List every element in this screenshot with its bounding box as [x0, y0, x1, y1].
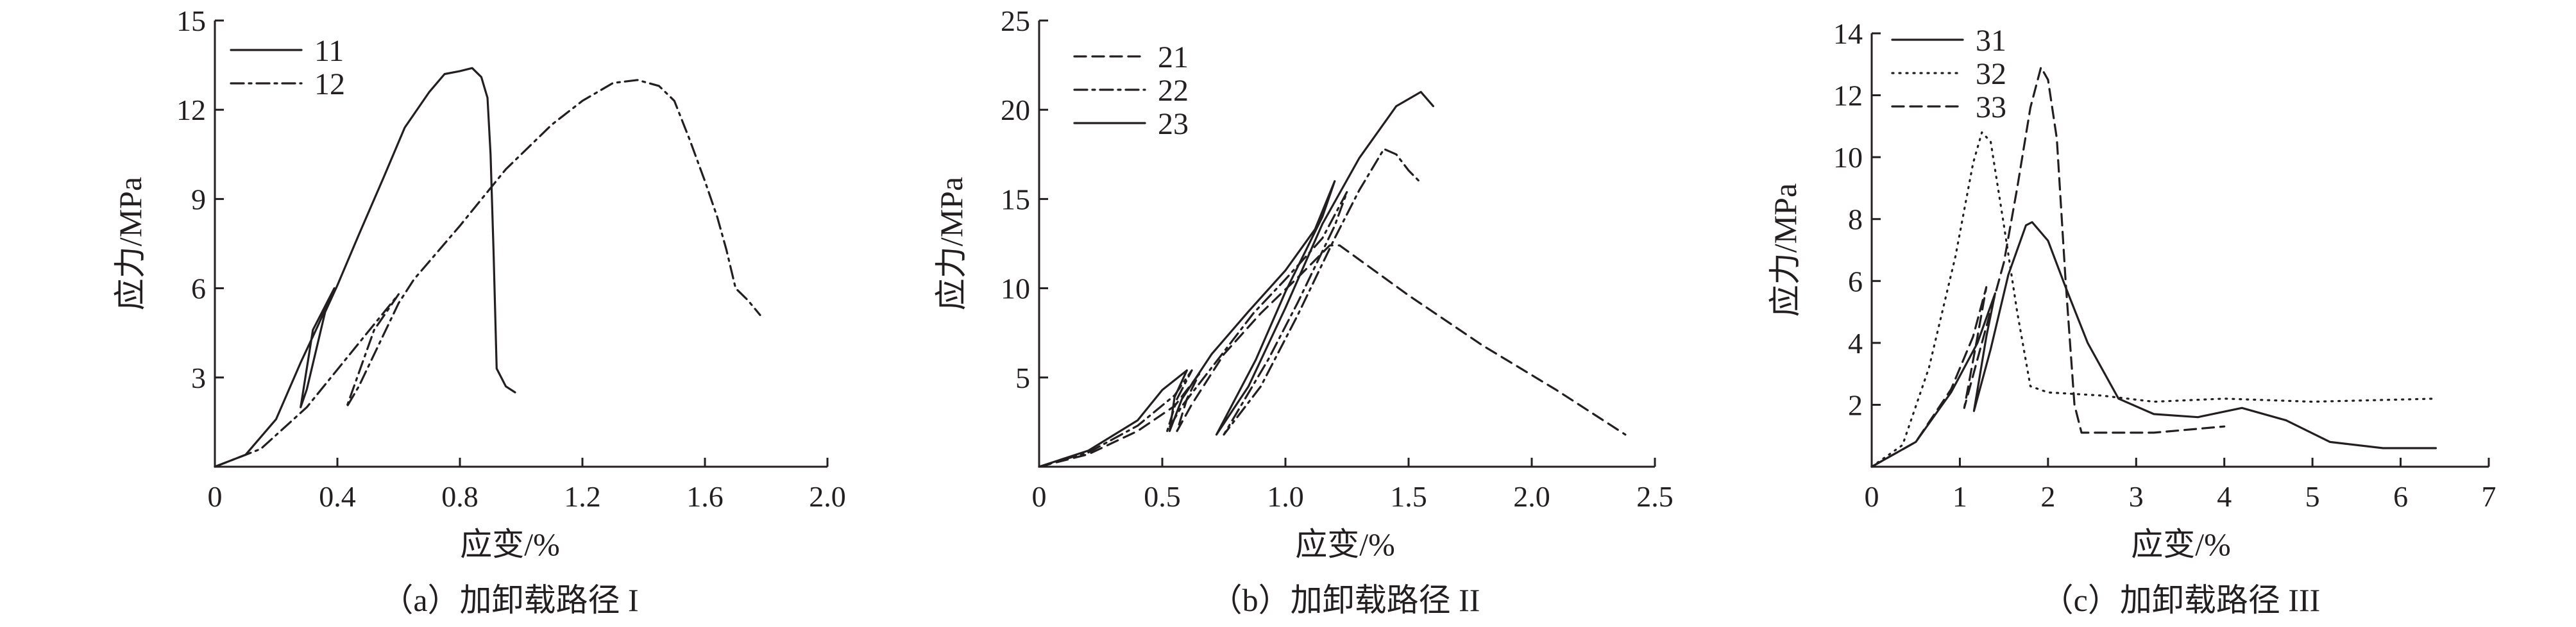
y-tick-label: 25	[1001, 4, 1030, 37]
x-tick-label: 1.6	[686, 480, 724, 513]
x-axis-title: 应变/%	[460, 526, 560, 562]
y-tick-label: 10	[1001, 272, 1030, 305]
x-axis-title: 应变/%	[2131, 526, 2231, 562]
y-tick-label: 12	[1833, 79, 1863, 112]
x-tick-label: 0.4	[319, 480, 356, 513]
chart-panel-2: 0 0.5 1.0 1.5 2.0 2.5 5 10 15 20 25 应变/% 应力/MPa （b）加卸…	[933, 4, 1674, 618]
y-tick-label: 14	[1833, 17, 1863, 50]
x-tick-label: 2.0	[809, 480, 846, 513]
x-tick-label: 2	[2040, 480, 2055, 513]
x-tick-label: 1.0	[1267, 480, 1304, 513]
series-line-32	[1870, 131, 2437, 468]
y-tick-label: 15	[176, 4, 206, 37]
legend-label-31: 31	[1976, 24, 2006, 58]
chart-panel-1: 0 0.4 0.8 1.2 1.6 2.0 3 6 9 12 15 应变/% 应力/MPa （a）加卸载路…	[112, 4, 846, 618]
legend-label-32: 32	[1976, 57, 2006, 91]
series-line-33	[1870, 66, 2226, 468]
legend-label-33: 33	[1976, 90, 2006, 124]
x-tick-label: 1	[1953, 480, 1967, 513]
x-tick-label: 2.0	[1513, 480, 1550, 513]
x-tick-label: 0	[1032, 480, 1047, 513]
y-tick-label: 2	[1848, 389, 1863, 421]
x-tick-label: 0	[208, 480, 223, 513]
panel-caption: （c）加卸载路径 III	[2042, 582, 2321, 618]
panel-caption: （b）加卸载路径 II	[1210, 582, 1480, 618]
y-tick-label: 4	[1848, 327, 1863, 360]
legend-label-22: 22	[1158, 74, 1189, 108]
y-tick-label: 15	[1001, 183, 1030, 215]
x-tick-label: 7	[2482, 480, 2496, 513]
y-tick-label: 6	[191, 272, 206, 305]
y-tick-label: 12	[176, 94, 206, 126]
series-line-11	[214, 67, 516, 468]
y-axis-title: 应力/MPa	[933, 177, 969, 310]
series-line-22	[1038, 147, 1422, 468]
y-tick-label: 20	[1001, 94, 1030, 126]
x-tick-label: 4	[2217, 480, 2232, 513]
y-tick-label: 8	[1848, 203, 1863, 236]
legend-label-11: 11	[314, 34, 344, 68]
series-line-23	[1038, 90, 1434, 468]
series-line-12	[214, 79, 761, 468]
x-tick-label: 0.8	[441, 480, 479, 513]
x-axis-title: 应变/%	[1295, 526, 1395, 562]
y-tick-label: 9	[191, 183, 206, 215]
legend-label-21: 21	[1158, 40, 1189, 74]
x-tick-label: 0.5	[1144, 480, 1181, 513]
panel-caption: （a）加卸载路径 I	[381, 582, 638, 618]
legend-label-23: 23	[1158, 107, 1189, 141]
y-axis-title: 应力/MPa	[112, 177, 148, 310]
x-tick-label: 3	[2129, 480, 2144, 513]
y-axis-title: 应力/MPa	[1767, 183, 1803, 317]
y-tick-label: 5	[1015, 362, 1030, 394]
series-line-31	[1870, 221, 2437, 468]
x-tick-label: 6	[2393, 480, 2408, 513]
x-tick-label: 1.5	[1390, 480, 1427, 513]
x-tick-label: 5	[2305, 480, 2320, 513]
x-tick-label: 0	[1865, 480, 1879, 513]
legend-label-12: 12	[314, 67, 345, 101]
y-tick-label: 10	[1833, 141, 1863, 174]
y-tick-label: 3	[191, 362, 206, 394]
y-tick-label: 6	[1848, 265, 1863, 297]
series-line-21	[1038, 244, 1627, 468]
x-tick-label: 2.5	[1636, 480, 1674, 513]
x-tick-label: 1.2	[564, 480, 601, 513]
